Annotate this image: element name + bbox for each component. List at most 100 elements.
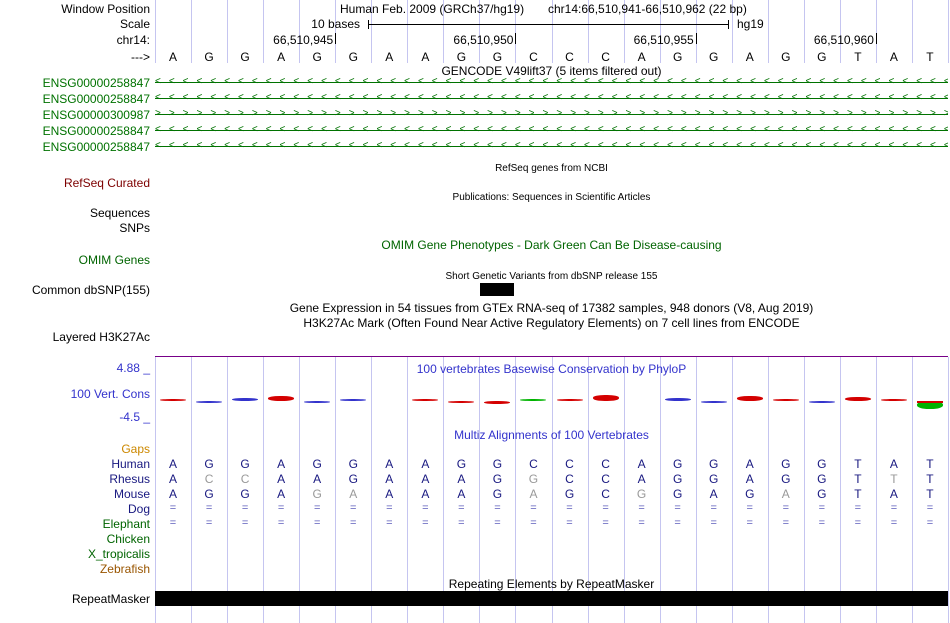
multiz-species-label-chicken[interactable]: Chicken [106, 532, 150, 546]
left-label-repeatmasker[interactable]: RepeatMasker [71, 592, 150, 606]
multiz-base: C [565, 457, 574, 471]
multiz-base: A [349, 487, 358, 501]
gene-strand-arrows[interactable]: >>>>>>>>>>>>>>>>>>>>>>>>>>>>>>>>>>>>>>>>… [155, 108, 948, 119]
multiz-base: = [205, 502, 213, 514]
dbsnp-item[interactable] [480, 283, 514, 296]
multiz-species-label-elephant[interactable]: Elephant [102, 517, 150, 531]
track-title: GENCODE V49lift37 (5 items filtered out) [441, 64, 662, 78]
multiz-species-label-zebrafish[interactable]: Zebrafish [99, 562, 150, 576]
multiz-species-label-rhesus[interactable]: Rhesus [109, 472, 150, 486]
phylop-mark [196, 401, 223, 403]
left-label-snps[interactable]: SNPs [119, 221, 150, 235]
multiz-base: = [350, 517, 357, 529]
multiz-base: = [710, 517, 717, 529]
multiz-base: A [385, 487, 394, 501]
multiz-species-label-human[interactable]: Human [111, 457, 150, 471]
gene-strand-arrows[interactable]: <<<<<<<<<<<<<<<<<<<<<<<<<<<<<<<<<<<<<<<<… [155, 76, 948, 87]
grid-line [948, 357, 949, 623]
gene-strand-arrows[interactable]: <<<<<<<<<<<<<<<<<<<<<<<<<<<<<<<<<<<<<<<<… [155, 140, 948, 151]
left-label--4-5-[interactable]: -4.5 _ [119, 410, 150, 424]
left-label-layered-h3k27ac[interactable]: Layered H3K27Ac [52, 330, 150, 344]
gene-label[interactable]: ENSG00000258847 [42, 124, 150, 138]
multiz-base: = [169, 502, 177, 514]
phylop-mark [916, 401, 943, 409]
multiz-base: C [204, 472, 214, 486]
phylop-mark [520, 399, 547, 401]
multiz-base: G [672, 472, 683, 486]
grid-line [371, 0, 372, 63]
grid-line [335, 357, 336, 623]
multiz-species-label-mouse[interactable]: Mouse [113, 487, 150, 501]
grid-line [479, 357, 480, 623]
position-range: chr14:66,510,941-66,510,962 (22 bp) [548, 2, 747, 16]
grid-line [804, 357, 805, 623]
grid-line [948, 0, 949, 63]
left-label--[interactable]: ---> [131, 50, 150, 64]
multiz-base: C [601, 487, 610, 501]
multiz-base: G [492, 457, 503, 471]
multiz-base: = [746, 517, 753, 529]
multiz-species-label-gaps[interactable]: Gaps [121, 442, 150, 456]
multiz-species-label-x-tropicalis[interactable]: X_tropicalis [87, 547, 150, 561]
grid-line [155, 0, 156, 63]
multiz-base: = [566, 502, 573, 514]
ruler-coordinate: 66,510,955 [633, 33, 694, 47]
sequence-base: A [745, 50, 754, 64]
multiz-base: G [204, 487, 214, 501]
gene-strand-arrows[interactable]: <<<<<<<<<<<<<<<<<<<<<<<<<<<<<<<<<<<<<<<<… [155, 124, 948, 135]
grid-line [407, 357, 408, 623]
repeatmasker-bar[interactable] [155, 591, 948, 606]
grid-line [840, 0, 841, 63]
multiz-base: C [601, 472, 610, 486]
multiz-base: G [312, 487, 322, 501]
sequence-base: G [348, 50, 358, 64]
left-label-window-position[interactable]: Window Position [61, 2, 150, 16]
multiz-base: = [782, 502, 789, 514]
multiz-base: = [818, 517, 826, 529]
track-title: 100 vertebrates Basewise Conservation by… [416, 362, 687, 376]
track-title: H3K27Ac Mark (Often Found Near Active Re… [303, 316, 800, 330]
left-label-omim-genes[interactable]: OMIM Genes [78, 253, 150, 267]
multiz-base: A [889, 487, 898, 501]
multiz-base: A [169, 487, 178, 501]
multiz-base: = [350, 502, 357, 514]
phylop-mark [232, 398, 259, 401]
gene-label[interactable]: ENSG00000300987 [42, 108, 150, 122]
left-label-100-vert-cons[interactable]: 100 Vert. Cons [70, 387, 150, 401]
gene-label[interactable]: ENSG00000258847 [42, 76, 150, 90]
multiz-base: G [240, 457, 250, 471]
track-title: OMIM Gene Phenotypes - Dark Green Can Be… [381, 238, 722, 252]
sequence-base: C [565, 50, 574, 64]
left-label-sequences[interactable]: Sequences [89, 206, 150, 220]
multiz-base: = [602, 502, 609, 514]
grid-line [588, 0, 589, 63]
multiz-base: G [709, 472, 719, 486]
gene-label[interactable]: ENSG00000258847 [42, 92, 150, 106]
scale-end-tick [728, 20, 729, 29]
gene-strand-arrows[interactable]: <<<<<<<<<<<<<<<<<<<<<<<<<<<<<<<<<<<<<<<<… [155, 92, 948, 103]
left-label-refseq-curated[interactable]: RefSeq Curated [63, 176, 150, 190]
multiz-base: T [854, 472, 862, 486]
grid-line [912, 357, 913, 623]
phylop-mark [412, 399, 439, 401]
multiz-species-label-dog[interactable]: Dog [127, 502, 150, 516]
gene-label[interactable]: ENSG00000258847 [42, 140, 150, 154]
left-label-4-88-[interactable]: 4.88 _ [116, 361, 150, 375]
gene-line [155, 82, 948, 83]
multiz-base: A [637, 457, 646, 471]
multiz-base: G [492, 487, 503, 501]
track-title: Repeating Elements by RepeatMasker [448, 577, 655, 591]
track-title: Gene Expression in 54 tissues from GTEx … [289, 301, 814, 315]
multiz-base: A [277, 472, 286, 486]
multiz-base: = [854, 517, 862, 529]
left-label-chr14-[interactable]: chr14: [116, 33, 150, 47]
track-title: Short Genetic Variants from dbSNP releas… [445, 271, 658, 282]
left-label-common-dbsnp-155-[interactable]: Common dbSNP(155) [31, 283, 150, 297]
sequence-base: A [637, 50, 646, 64]
multiz-base: T [926, 487, 934, 501]
phylop-mark [268, 396, 295, 401]
left-label-scale[interactable]: Scale [119, 17, 150, 31]
phylop-mark [304, 401, 331, 403]
phylop-mark [844, 397, 871, 401]
multiz-base: G [240, 487, 250, 501]
